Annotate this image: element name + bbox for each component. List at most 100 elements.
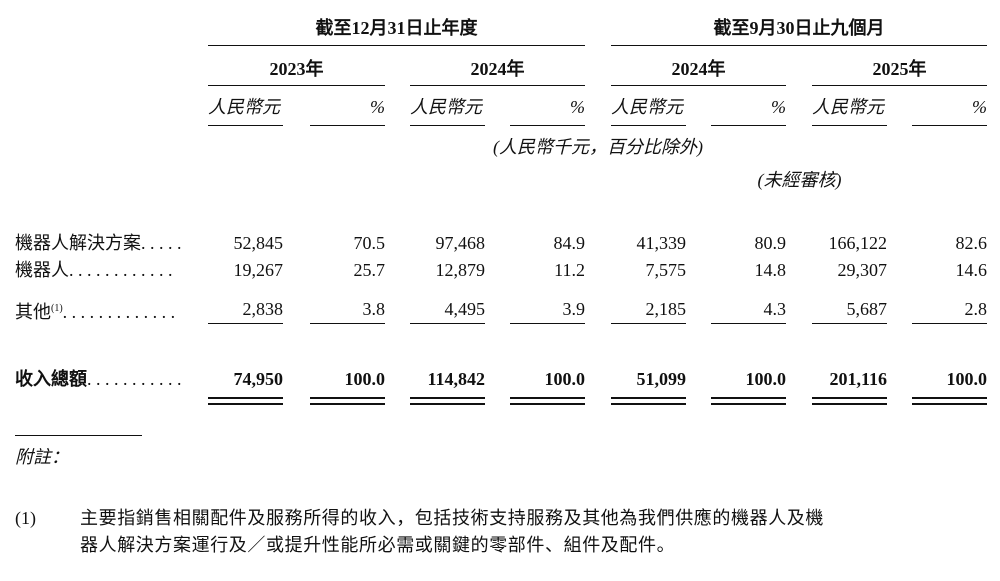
row-label: 收入總額. . . . . . . . . . . — [15, 368, 182, 390]
rule — [912, 403, 987, 405]
rule — [510, 323, 585, 324]
rule — [611, 403, 686, 405]
rule — [410, 397, 485, 399]
rule — [812, 403, 887, 405]
rule — [410, 403, 485, 405]
cell: 201,116 — [829, 369, 887, 389]
rule — [410, 323, 485, 324]
cell: 3.8 — [362, 299, 386, 319]
cell: 5,687 — [846, 299, 888, 319]
cell: 80.9 — [754, 233, 787, 253]
rule — [812, 397, 887, 399]
leader: . . . . . — [141, 233, 182, 253]
leader: . . . . . . . . . . . — [87, 369, 182, 389]
rule — [310, 397, 385, 399]
cell: 14.8 — [754, 260, 787, 280]
cell: 51,099 — [636, 369, 687, 389]
rule — [310, 323, 385, 324]
rule — [711, 403, 786, 405]
cell: 29,307 — [837, 260, 888, 280]
rule — [711, 125, 786, 126]
rule — [611, 397, 686, 399]
cell: 3.9 — [562, 299, 586, 319]
rule — [711, 323, 786, 324]
rule — [711, 397, 786, 399]
cell: 11.2 — [554, 260, 585, 280]
cell: 41,339 — [636, 233, 687, 253]
year: 2023年 — [269, 59, 324, 79]
unit-note: (人民幣千元，百分比除外) — [493, 137, 703, 157]
notes-heading: 附註： — [15, 447, 69, 467]
row-label: 其他(1). . . . . . . . . . . . . — [15, 298, 175, 323]
note-line: 主要指銷售相關配件及服務所得的收入，包括技術支持服務及其他為我們供應的機器人及機 — [80, 508, 824, 528]
rule — [510, 403, 585, 405]
leader: . . . . . . . . . . . . — [69, 260, 173, 280]
rule — [310, 403, 385, 405]
cell: 84.9 — [553, 233, 586, 253]
rule — [208, 397, 283, 399]
unit-label: 人民幣元 — [208, 97, 280, 117]
cell: 25.7 — [353, 260, 386, 280]
rule — [611, 85, 786, 86]
cell: 74,950 — [233, 369, 284, 389]
year: 2024年 — [671, 59, 726, 79]
label: 機器人 — [15, 260, 69, 280]
rule — [208, 85, 385, 86]
rule — [611, 125, 686, 126]
cell: 100.0 — [544, 369, 586, 389]
row-label: 機器人解決方案. . . . . — [15, 232, 182, 254]
label: 其他 — [15, 302, 51, 322]
cell: 114,842 — [427, 369, 485, 389]
audit-note: (未經審核) — [757, 170, 842, 190]
cell: 2.8 — [964, 299, 988, 319]
row-label: 機器人. . . . . . . . . . . . — [15, 259, 173, 281]
rule — [15, 435, 142, 436]
unit-label: 人民幣元 — [410, 97, 482, 117]
rule — [510, 397, 585, 399]
label: 機器人解決方案 — [15, 233, 141, 253]
rule — [912, 397, 987, 399]
rule — [912, 125, 987, 126]
cell: 70.5 — [353, 233, 386, 253]
group-title: 截至9月30日止九個月 — [713, 18, 885, 38]
rule — [812, 323, 887, 324]
unit-label: 人民幣元 — [812, 97, 884, 117]
cell: 2,838 — [242, 299, 284, 319]
unit-label: % — [771, 97, 786, 117]
note-marker: (1) — [15, 508, 36, 528]
label: 收入總額 — [15, 369, 87, 389]
year: 2024年 — [470, 59, 525, 79]
cell: 12,879 — [435, 260, 486, 280]
cell: 166,122 — [828, 233, 888, 253]
rule — [812, 125, 887, 126]
rule — [208, 403, 283, 405]
note-line: 器人解決方案運行及／或提升性能所必需或關鍵的零部件、組件及配件。 — [80, 535, 676, 555]
rule — [310, 125, 385, 126]
cell: 97,468 — [435, 233, 486, 253]
cell: 4.3 — [763, 299, 787, 319]
note-ref: (1) — [51, 303, 63, 314]
rule — [510, 125, 585, 126]
cell: 100.0 — [344, 369, 386, 389]
unit-label: % — [370, 97, 385, 117]
unit-label: % — [570, 97, 585, 117]
rule — [410, 85, 585, 86]
cell: 2,185 — [645, 299, 687, 319]
year: 2025年 — [872, 59, 927, 79]
rule — [410, 125, 485, 126]
rule — [611, 323, 686, 324]
rule — [611, 45, 987, 46]
leader: . . . . . . . . . . . . . — [62, 302, 176, 322]
cell: 14.6 — [955, 260, 988, 280]
rule — [912, 323, 987, 324]
cell: 100.0 — [745, 369, 787, 389]
cell: 52,845 — [233, 233, 284, 253]
cell: 19,267 — [233, 260, 284, 280]
cell: 100.0 — [946, 369, 988, 389]
cell: 7,575 — [645, 260, 687, 280]
rule — [812, 85, 987, 86]
unit-label: 人民幣元 — [611, 97, 683, 117]
rule — [208, 45, 585, 46]
rule — [208, 323, 283, 324]
